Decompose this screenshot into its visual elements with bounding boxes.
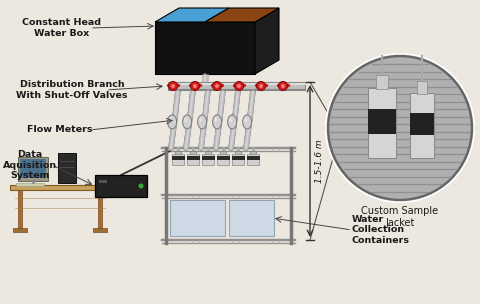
Ellipse shape (214, 117, 217, 123)
Bar (247, 154, 259, 165)
Circle shape (237, 84, 241, 88)
Ellipse shape (199, 117, 202, 123)
Bar (13, 228, 27, 232)
Polygon shape (155, 22, 255, 74)
Bar (376, 75, 388, 89)
Bar (231, 156, 244, 160)
Bar (58, 153, 76, 183)
Text: Data
Aquisition
System: Data Aquisition System (3, 150, 57, 180)
Bar (172, 154, 184, 165)
Ellipse shape (244, 117, 247, 123)
Bar (417, 81, 427, 94)
Circle shape (325, 53, 475, 203)
Bar (232, 154, 244, 165)
Bar (250, 151, 256, 154)
Bar (229, 200, 274, 236)
Bar (26, 184, 40, 187)
Circle shape (281, 84, 285, 88)
Polygon shape (155, 8, 229, 22)
Bar (99, 180, 107, 183)
Text: Flow Meters: Flow Meters (27, 126, 93, 134)
Bar (216, 156, 229, 160)
Text: Distribution Branch
With Shut-Off Valves: Distribution Branch With Shut-Off Valves (16, 80, 128, 100)
Bar (10, 185, 110, 190)
Bar (95, 175, 147, 197)
Polygon shape (205, 8, 279, 22)
Ellipse shape (243, 115, 252, 129)
Circle shape (328, 56, 472, 200)
Ellipse shape (169, 117, 172, 123)
Bar (217, 154, 229, 165)
Text: Custom Sample
Jacket: Custom Sample Jacket (361, 206, 439, 228)
Bar (175, 151, 180, 154)
Circle shape (213, 81, 221, 91)
Bar (18, 157, 48, 181)
Bar (235, 151, 240, 154)
Ellipse shape (213, 115, 222, 129)
Bar (16, 183, 44, 186)
Bar (368, 88, 396, 158)
Bar (18, 190, 22, 230)
Bar (98, 190, 102, 230)
Circle shape (193, 84, 197, 88)
Polygon shape (255, 8, 279, 74)
Circle shape (191, 81, 200, 91)
Bar (410, 93, 434, 158)
Circle shape (256, 81, 265, 91)
Text: 1.5-1.6 m: 1.5-1.6 m (315, 139, 324, 183)
Bar (202, 156, 215, 160)
Bar (220, 151, 226, 154)
Circle shape (259, 84, 263, 88)
Bar (93, 228, 107, 232)
Bar (368, 109, 396, 133)
Ellipse shape (183, 115, 192, 129)
Circle shape (168, 81, 178, 91)
Bar (170, 200, 225, 236)
Bar (247, 156, 260, 160)
Polygon shape (168, 82, 305, 90)
Circle shape (278, 81, 288, 91)
Bar (20, 159, 46, 178)
Bar (205, 151, 211, 154)
Bar (187, 154, 199, 165)
Ellipse shape (229, 117, 232, 123)
Ellipse shape (198, 115, 207, 129)
Text: Water
Collection
Containers: Water Collection Containers (352, 215, 410, 245)
Ellipse shape (228, 115, 237, 129)
Text: Constant Head
Water Box: Constant Head Water Box (23, 18, 101, 38)
Bar (187, 156, 200, 160)
Ellipse shape (184, 117, 187, 123)
Bar (410, 112, 434, 135)
Bar (171, 156, 184, 160)
Ellipse shape (168, 115, 177, 129)
Bar (190, 151, 196, 154)
Bar (202, 154, 214, 165)
Circle shape (215, 84, 219, 88)
Circle shape (235, 81, 243, 91)
Circle shape (171, 84, 175, 88)
Circle shape (139, 184, 144, 188)
